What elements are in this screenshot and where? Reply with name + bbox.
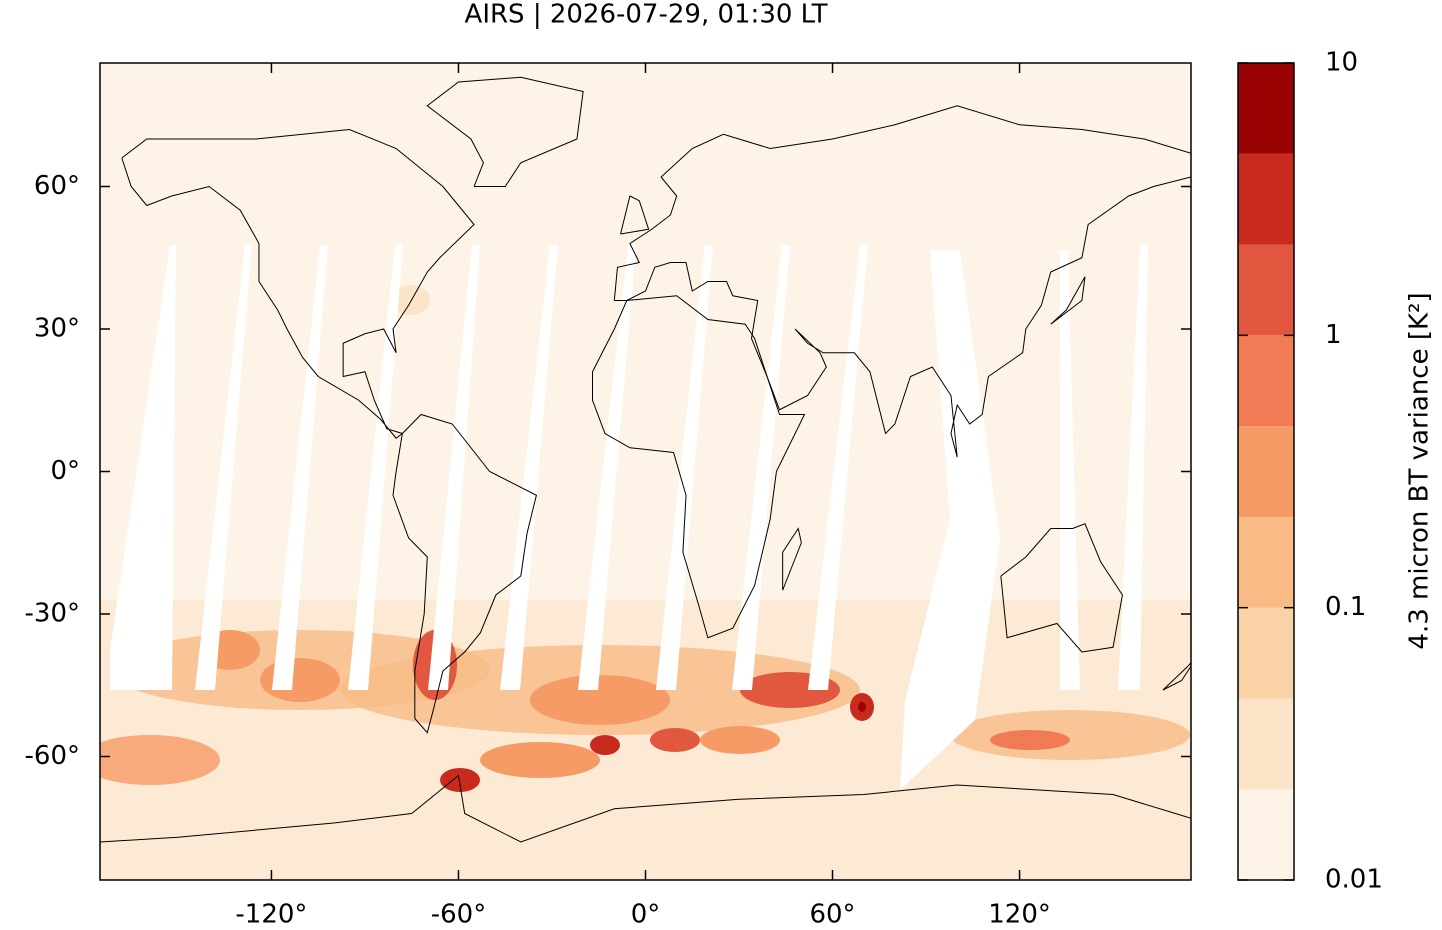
coastline	[100, 774, 1191, 843]
x-tick-label: -120°	[235, 900, 307, 930]
y-tick-label: 30°	[34, 314, 80, 344]
y-tick-label: 60°	[34, 171, 80, 201]
coastline	[392, 413, 537, 734]
coastline	[1050, 276, 1086, 325]
coastline	[592, 295, 806, 639]
coastline	[782, 527, 802, 591]
y-tick-label: -30°	[25, 599, 80, 629]
x-tick-label: 60°	[809, 900, 855, 930]
colorbar-tick-label: 0.1	[1325, 592, 1366, 622]
x-tick-label: 120°	[988, 900, 1051, 930]
colorbar-tick-label: 10	[1325, 48, 1358, 78]
x-tick-label: -60°	[431, 900, 486, 930]
coastline	[613, 105, 1191, 458]
colorbar-tick-label: 1	[1325, 320, 1342, 350]
colorbar-label: 4.3 micron BT variance [K²]	[1405, 292, 1435, 649]
colorbar-bin	[1238, 63, 1294, 154]
colorbar-bin	[1238, 698, 1294, 790]
colorbar-bin	[1238, 335, 1294, 427]
colorbar-bin	[1238, 789, 1294, 880]
chart-title: AIRS | 2026-07-29, 01:30 LT	[465, 0, 828, 30]
variance-field	[100, 245, 1191, 880]
x-tick-label: 0°	[631, 900, 661, 930]
coastline	[1162, 661, 1191, 691]
colorbar-bin	[1238, 607, 1294, 699]
colorbar: 0.01 0.1 1 10	[1237, 48, 1383, 895]
coastlines	[100, 76, 1191, 843]
y-tick-label: 0°	[50, 456, 80, 486]
coastline	[1000, 523, 1123, 653]
colorbar-bin	[1238, 153, 1294, 245]
colorbar-bin	[1238, 426, 1294, 518]
coastline	[620, 195, 650, 235]
colorbar-bin	[1238, 244, 1294, 336]
y-tick-label: -60°	[25, 741, 80, 771]
coastline	[121, 128, 475, 439]
colorbar-frame	[1237, 62, 1295, 881]
colorbar-tick-label: 0.01	[1325, 865, 1383, 895]
colorbar-bin	[1238, 517, 1294, 608]
coastline	[426, 76, 584, 187]
